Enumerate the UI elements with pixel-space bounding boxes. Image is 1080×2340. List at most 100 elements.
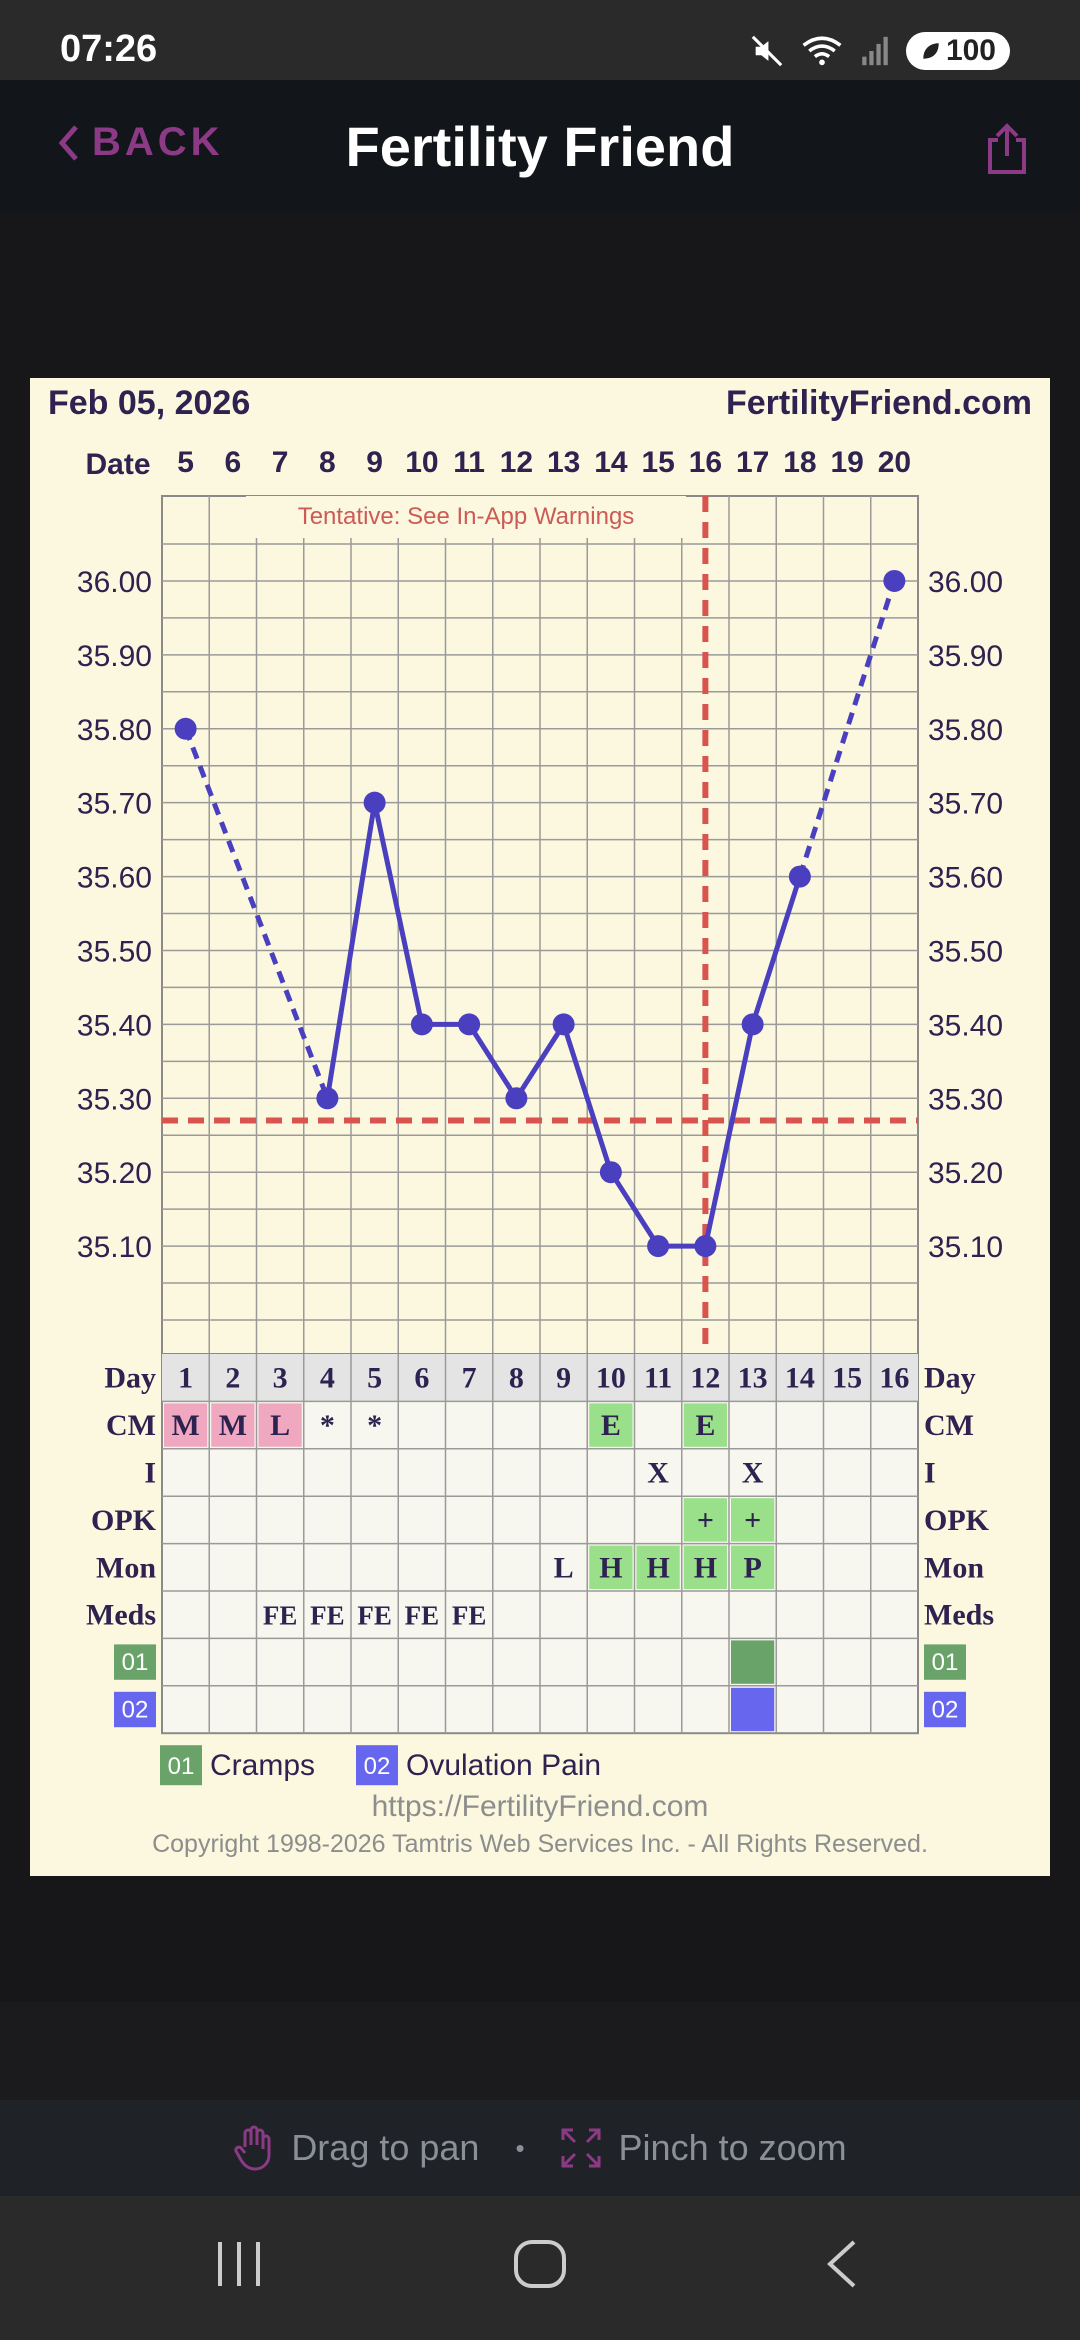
y-tick-right: 35.30	[928, 1083, 1003, 1116]
recent-apps-button[interactable]	[214, 2236, 264, 2297]
custom-code-right: 01	[932, 1649, 959, 1676]
legend-badge	[160, 1745, 202, 1786]
y-tick-right: 35.70	[928, 788, 1003, 821]
meds-value: FE	[405, 1601, 440, 1631]
custom-code-badge-left	[114, 1644, 156, 1680]
status-bar: 07:26 100	[0, 0, 1080, 80]
row-label-right: OPK	[924, 1504, 990, 1537]
y-tick-right: 35.80	[928, 714, 1003, 747]
hint-separator: •	[515, 2132, 525, 2163]
legend-code: 02	[364, 1753, 391, 1780]
date-label: 6	[225, 446, 242, 479]
temp-segment-dashed	[183, 727, 330, 1100]
temp-point	[883, 569, 906, 592]
day-value: 11	[644, 1362, 672, 1395]
temp-point	[174, 717, 197, 740]
temp-point	[741, 1013, 764, 1036]
status-icons: 100	[750, 28, 1010, 74]
day-value: 8	[509, 1362, 524, 1395]
day-value: 1	[178, 1362, 193, 1395]
status-time: 07:26	[60, 28, 158, 70]
custom-code-badge-left	[114, 1691, 156, 1728]
y-tick-right: 35.40	[928, 1009, 1003, 1042]
system-nav-bar	[0, 2196, 1080, 2340]
date-label: 9	[366, 446, 383, 479]
mon-value: H	[694, 1551, 717, 1584]
y-tick-left: 35.90	[77, 640, 152, 673]
wifi-icon	[802, 36, 842, 66]
temp-point	[316, 1087, 339, 1110]
drag-hint-text: Drag to pan	[291, 2127, 480, 2168]
row-label-right: CM	[924, 1409, 974, 1442]
day-value: 13	[738, 1362, 768, 1395]
temp-point	[599, 1161, 622, 1184]
row-label-right: Day	[924, 1362, 976, 1395]
drag-hint: Drag to pan	[233, 2125, 479, 2171]
date-label: 18	[783, 446, 816, 479]
home-button[interactable]	[512, 2236, 568, 2297]
custom-code-left: 01	[122, 1649, 149, 1676]
gesture-hints: Drag to pan • Pinch to zoom	[0, 2100, 1080, 2196]
mon-cell-fill	[731, 1545, 775, 1589]
cm-cell-fill	[589, 1403, 633, 1447]
date-row-label: Date	[85, 448, 150, 481]
y-tick-right: 35.50	[928, 935, 1003, 968]
row-label-right: Meds	[924, 1599, 994, 1632]
mon-value: L	[554, 1551, 574, 1584]
date-label: 16	[689, 446, 722, 479]
y-tick-right: 35.90	[928, 640, 1003, 673]
hand-icon	[234, 2125, 271, 2171]
temp-point	[505, 1087, 528, 1110]
chart-brand: FertilityFriend.com	[726, 384, 1032, 422]
opk-cell-fill	[683, 1498, 727, 1542]
temp-segment	[467, 1023, 519, 1100]
i-value: X	[742, 1457, 764, 1490]
date-label: 15	[641, 446, 674, 479]
date-label: 19	[830, 446, 863, 479]
date-label: 17	[736, 446, 769, 479]
date-label: 8	[319, 446, 336, 479]
y-tick-right: 35.60	[928, 862, 1003, 895]
mon-value: H	[599, 1551, 622, 1584]
cm-cell-fill	[164, 1403, 208, 1447]
app-title: Fertility Friend	[345, 115, 735, 178]
mon-value: H	[646, 1551, 669, 1584]
row-label-left: OPK	[91, 1504, 157, 1537]
chart-viewer[interactable]: Feb 05, 2026FertilityFriend.comDate5Th6F…	[0, 212, 1080, 2002]
legend-code: 01	[168, 1753, 195, 1780]
mute-icon	[751, 35, 783, 67]
date-label: 10	[405, 446, 438, 479]
day-value: 6	[414, 1362, 429, 1395]
cm-value: *	[320, 1409, 335, 1442]
temp-point	[458, 1013, 481, 1036]
mon-cell-fill	[683, 1545, 727, 1589]
legend-label: Cramps	[210, 1749, 315, 1782]
footer-copyright: Copyright 1998-2026 Tamtris Web Services…	[152, 1830, 928, 1858]
back-button[interactable]: BACK	[56, 120, 224, 165]
day-value: 14	[785, 1362, 815, 1395]
custom-code-badge-right	[924, 1691, 966, 1728]
temp-segment	[514, 1023, 566, 1100]
chevron-left-icon	[58, 124, 78, 161]
system-back-button[interactable]	[822, 2236, 862, 2297]
legend-label: Ovulation Pain	[406, 1749, 601, 1782]
date-label: 14	[594, 446, 628, 479]
leaf-icon	[923, 43, 939, 59]
fertility-chart[interactable]: Feb 05, 2026FertilityFriend.comDate5Th6F…	[0, 212, 1080, 2002]
date-label: 5	[177, 446, 194, 479]
cm-value: *	[367, 1409, 382, 1442]
row-label-left: I	[144, 1457, 156, 1490]
y-tick-left: 36.00	[77, 566, 152, 599]
share-button[interactable]	[984, 122, 1030, 181]
y-tick-left: 35.30	[77, 1083, 152, 1116]
temp-segment	[750, 875, 803, 1026]
zoom-hint: Pinch to zoom	[561, 2127, 847, 2169]
day-value: 10	[596, 1362, 626, 1395]
temp-segment	[324, 802, 378, 1099]
back-arrow-icon	[827, 2240, 856, 2288]
home-icon	[514, 2240, 566, 2288]
chart-date: Feb 05, 2026	[48, 384, 250, 422]
day-value: 4	[320, 1362, 335, 1395]
temp-point	[788, 865, 811, 888]
custom-code-badge-right	[924, 1644, 966, 1680]
